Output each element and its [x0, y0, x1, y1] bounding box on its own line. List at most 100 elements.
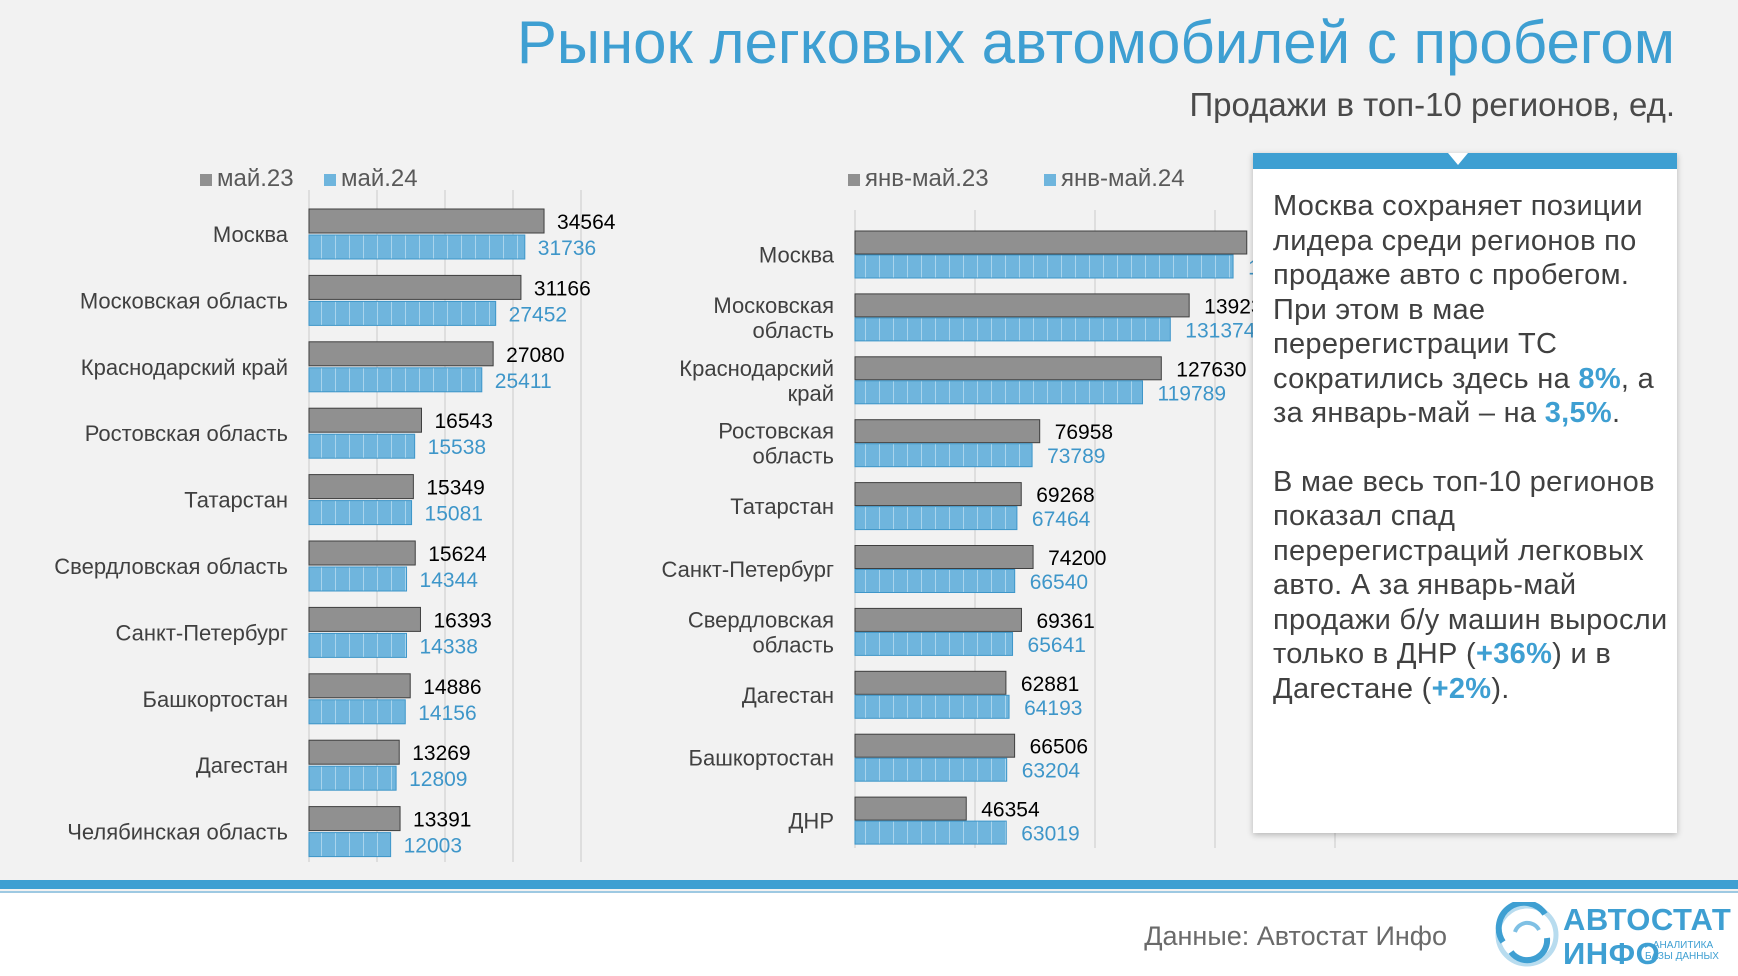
bar-cur-свердловская-область: [308, 566, 408, 592]
bar-prev-свердловская-область: [308, 540, 416, 566]
bar-cur-татарстан: [308, 500, 413, 526]
bar-prev-краснодарский-край: [854, 356, 1162, 381]
bar-prev-санкт-петербург: [308, 606, 421, 632]
category-label-москва: Москва: [213, 222, 289, 247]
value-cur-днр: 63019: [1021, 823, 1079, 846]
bar-cur-московская-область: [308, 300, 497, 326]
bar-cur-москва: [308, 234, 526, 260]
value-cur-татарстан: 67464: [1032, 508, 1091, 531]
info-paragraph-1: Москва сохраняет позиции лидера среди ре…: [1273, 189, 1668, 431]
page-subtitle: Продажи в топ-10 регионов, ед.: [1189, 86, 1675, 123]
chart-jan-may: янв-май.23янв-май.24Москва163238157527Мо…: [661, 165, 1336, 848]
bar-cur-краснодарский-край: [308, 367, 483, 393]
bar-prev-московская-область: [854, 293, 1190, 318]
legend-swatch: [200, 174, 212, 186]
value-cur-свердловская-область: 65641: [1028, 634, 1086, 657]
value-cur-московская-область: 131374: [1185, 319, 1255, 342]
category-label-дагестан: Дагестан: [196, 753, 288, 778]
value-prev-ростовская-область: 76958: [1055, 421, 1113, 444]
bar-prev-москва: [308, 208, 545, 234]
value-prev-москва: 34564: [557, 211, 616, 234]
category-label-ростовская-область: Ростовская: [718, 419, 834, 444]
value-cur-дагестан: 12809: [409, 768, 467, 791]
value-cur-санкт-петербург: 66540: [1030, 571, 1088, 594]
category-label-краснодарский-край: Краснодарский: [679, 356, 834, 381]
info-text: Москва сохраняет позиции лидера среди ре…: [1273, 189, 1668, 740]
logo-word-avtostat: АВТОСТАТ: [1563, 902, 1732, 937]
info-highlight: 8%: [1578, 362, 1621, 395]
value-prev-санкт-петербург: 74200: [1048, 547, 1106, 570]
bar-cur-санкт-петербург: [308, 632, 407, 658]
chart-may: май.23 май.24 Москва 34564 31736 Московская о…: [54, 165, 616, 862]
value-prev-свердловская-область: 69361: [1036, 610, 1094, 633]
bar-cur-днр: [854, 820, 1007, 845]
value-cur-татарстан: 15081: [425, 503, 483, 526]
legend-label: янв-май.23: [865, 165, 989, 192]
info-text-part: ) и в Дагестане (: [1273, 638, 1612, 705]
category-label-московская-область: Московская: [713, 293, 834, 318]
value-prev-татарстан: 69268: [1036, 484, 1094, 507]
category-label-татарстан: Татарстан: [730, 494, 834, 519]
bar-cur-татарстан: [854, 506, 1018, 531]
bar-prev-московская-область: [308, 274, 522, 300]
value-cur-башкортостан: 14156: [418, 702, 476, 725]
value-prev-татарстан: 15349: [426, 477, 484, 500]
bar-prev-дагестан: [854, 670, 1007, 695]
value-cur-санкт-петербург: 14338: [419, 635, 477, 658]
bar-prev-дагестан: [308, 739, 400, 765]
info-text-part: , а за январь-май – на: [1273, 362, 1655, 430]
value-prev-санкт-петербург: 16393: [433, 609, 491, 632]
footer-accent-line: [0, 891, 1738, 893]
value-cur-ростовская-область: 73789: [1047, 445, 1105, 468]
category-label-свердловская-область: область: [753, 632, 834, 657]
page-title: Рынок легковых автомобилей с пробегом: [516, 9, 1675, 76]
bar-prev-ростовская-область: [308, 407, 422, 433]
info-highlight: +2%: [1431, 672, 1492, 705]
info-text-part: .: [1612, 397, 1621, 429]
category-label-московская-область: Московская область: [80, 288, 288, 313]
info-text-part: ).: [1491, 672, 1510, 705]
value-prev-башкортостан: 66506: [1030, 736, 1088, 759]
category-label-санкт-петербург: Санкт-Петербург: [661, 557, 834, 582]
bar-cur-ростовская-область: [854, 443, 1033, 468]
value-cur-краснодарский-край: 25411: [495, 370, 552, 393]
bar-cur-москва: [854, 254, 1234, 279]
source-note: Данные: Автостат Инфо: [1144, 921, 1447, 951]
bar-cur-башкортостан: [854, 757, 1008, 782]
value-prev-краснодарский-край: 27080: [506, 344, 564, 367]
logo-tagline-2: БАЗЫ ДАННЫХ: [1645, 951, 1719, 962]
info-box-notch: [1448, 153, 1468, 165]
value-prev-башкортостан: 14886: [423, 676, 481, 699]
bar-prev-татарстан: [308, 474, 414, 500]
value-cur-челябинская-область: 12003: [404, 835, 462, 858]
category-label-днр: ДНР: [789, 809, 834, 834]
bar-prev-москва: [854, 230, 1248, 255]
bar-cur-московская-область: [854, 317, 1171, 342]
value-cur-ростовская-область: 15538: [428, 436, 486, 459]
footer-accent-bar: [0, 880, 1738, 889]
category-label-челябинская-область: Челябинская область: [67, 820, 288, 845]
value-cur-краснодарский-край: 119789: [1157, 382, 1226, 405]
category-label-башкортостан: Башкортостан: [689, 746, 834, 771]
value-prev-свердловская-область: 15624: [428, 543, 487, 566]
bar-cur-санкт-петербург: [854, 569, 1016, 593]
bar-cur-башкортостан: [308, 699, 406, 725]
value-cur-московская-область: 27452: [509, 303, 567, 326]
value-cur-дагестан: 64193: [1024, 697, 1082, 720]
legend-swatch: [1044, 174, 1056, 186]
category-label-башкортостан: Башкортостан: [143, 687, 288, 712]
value-prev-дагестан: 13269: [412, 742, 470, 765]
category-label-санкт-петербург: Санкт-Петербург: [115, 620, 288, 645]
bar-cur-челябинская-область: [308, 832, 392, 858]
logo-tagline-1: ▸ АНАЛИТИКА: [1645, 940, 1714, 951]
category-label-свердловская-область: Свердловская область: [54, 554, 288, 579]
legend-label: май.24: [341, 165, 418, 192]
footer: [0, 893, 1738, 976]
category-label-ростовская-область: Ростовская область: [85, 421, 288, 446]
bar-prev-башкортостан: [854, 733, 1016, 758]
legend-swatch: [848, 174, 860, 186]
info-highlight: 3,5%: [1544, 397, 1613, 429]
value-prev-челябинская-область: 13391: [413, 809, 471, 832]
value-cur-свердловская-область: 14344: [420, 569, 479, 592]
bar-prev-челябинская-область: [308, 806, 401, 832]
